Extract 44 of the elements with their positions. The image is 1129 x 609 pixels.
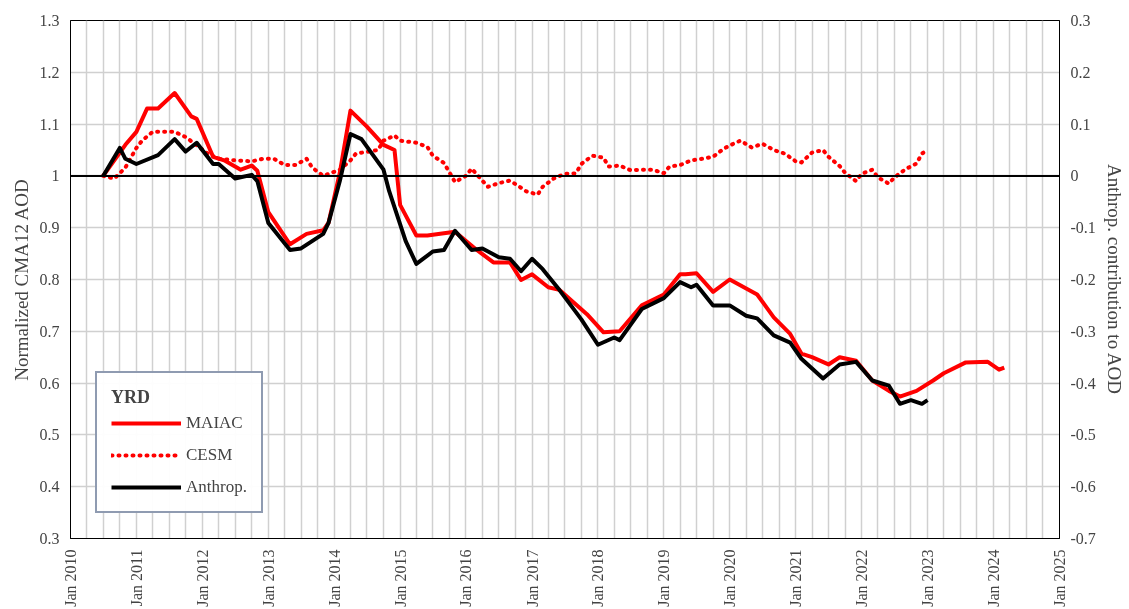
y-tick-label: 0.8 [39,271,60,288]
legend-label: Anthrop. [186,477,247,497]
legend-label: MAIAC [186,413,243,433]
y-tick-label: 0.7 [39,322,60,340]
x-tick-label: Jan 2012 [193,549,211,607]
x-tick-label: Jan 2025 [1051,549,1068,607]
y-tick-label: 1.3 [39,12,60,29]
y2-tick-label: 0.3 [1070,12,1091,29]
x-tick-label: Jan 2010 [62,549,79,607]
x-tick-label: Jan 2013 [259,549,277,607]
y2-tick-label: 0.2 [1070,63,1091,81]
y2-tick-label: 0 [1070,167,1079,185]
x-tick-label: Jan 2022 [853,549,871,607]
y-tick-label: 0.3 [39,530,60,547]
legend-label: CESM [186,445,233,465]
x-tick-label: Jan 2018 [589,549,607,607]
x-tick-label: Jan 2016 [457,549,475,607]
x-tick-label: Jan 2023 [919,549,937,607]
y2-axis-title: Anthrop. contribution to AOD [1103,163,1125,395]
y2-tick-label: -0.6 [1070,478,1096,496]
y-tick-label: 0.4 [39,478,60,496]
y-tick-label: 1.1 [39,115,60,133]
y-tick-label: 1.2 [39,63,60,81]
x-tick-label: Jan 2020 [721,549,739,607]
y-tick-label: 1 [51,167,60,185]
x-tick-label: Jan 2011 [127,549,145,607]
y2-tick-label: -0.5 [1070,426,1096,444]
y2-tick-label: 0.1 [1070,115,1091,133]
y2-tick-label: -0.4 [1070,374,1096,392]
y2-tick-label: -0.1 [1070,219,1096,237]
y-tick-label: 0.9 [39,219,60,237]
y-tick-label: 0.6 [39,374,60,392]
x-tick-label: Jan 2024 [984,549,1002,607]
y2-tick-label: -0.2 [1070,271,1096,288]
x-tick-label: Jan 2017 [523,549,541,607]
y-axis-title: Normalized CMA12 AOD [10,179,32,381]
legend-title: YRD [111,387,151,408]
x-tick-label: Jan 2021 [787,549,805,607]
y2-tick-label: -0.7 [1070,530,1096,547]
x-tick-label: Jan 2019 [655,549,673,607]
x-tick-label: Jan 2015 [391,549,409,607]
y-tick-label: 0.5 [39,426,60,444]
x-tick-label: Jan 2014 [325,549,343,607]
y2-tick-label: -0.3 [1070,322,1096,340]
